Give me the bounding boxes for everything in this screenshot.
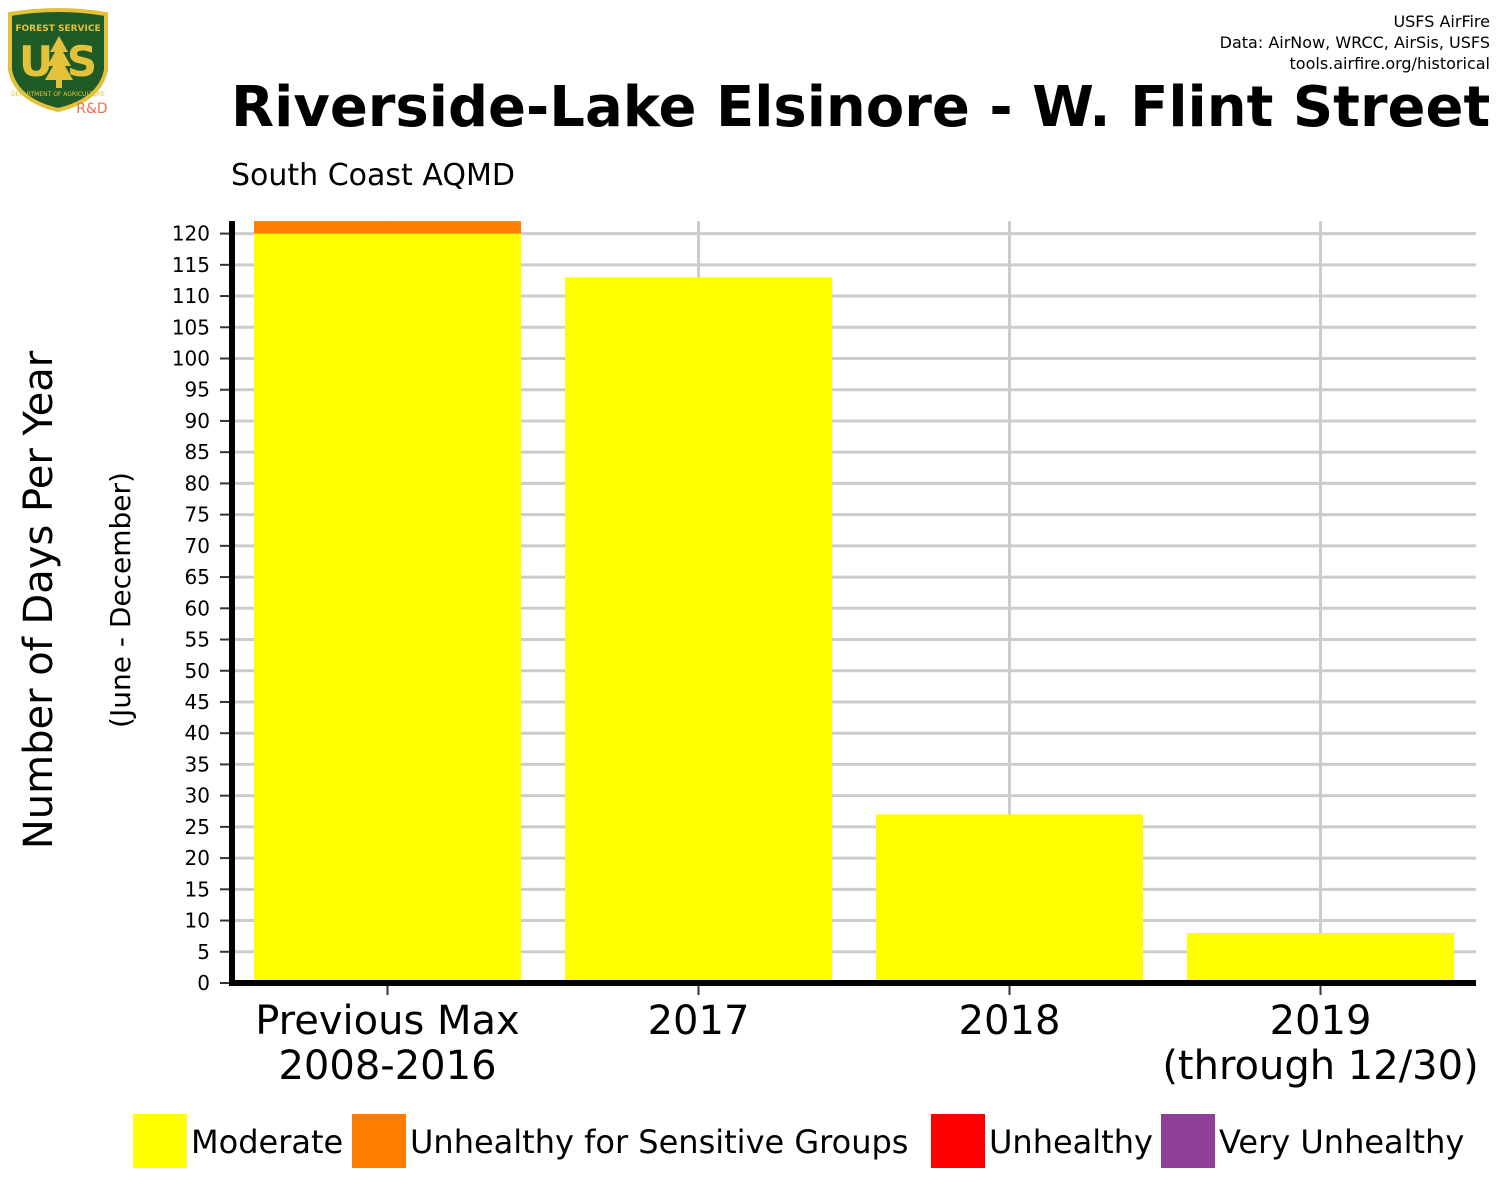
y-tick-label: 85 xyxy=(185,440,210,464)
legend-label: Very Unhealthy xyxy=(1219,1123,1464,1161)
y-tick-label: 15 xyxy=(185,877,210,901)
y-tick-label: 80 xyxy=(185,471,210,495)
legend-label: Unhealthy for Sensitive Groups xyxy=(410,1123,908,1161)
x-tick-label: 2019 xyxy=(1270,998,1372,1044)
y-tick-label: 100 xyxy=(172,347,210,371)
logo-letter-s: S xyxy=(67,37,97,86)
credit-line-3: tools.airfire.org/historical xyxy=(1290,54,1490,73)
legend-swatch xyxy=(352,1114,406,1168)
bar-unhealthy-for-sensitive-groups-0 xyxy=(254,221,521,234)
chart-title: Riverside-Lake Elsinore - W. Flint Stree… xyxy=(231,75,1490,140)
x-tick-label: Previous Max xyxy=(255,998,519,1044)
x-tick-label: 2018 xyxy=(959,998,1061,1044)
y-tick-label: 70 xyxy=(185,534,210,558)
logo-bottom-text: DEPARTMENT OF AGRICULTURE xyxy=(11,91,105,98)
y-tick-label: 35 xyxy=(185,752,210,776)
axes: 0 5 10 15 20 25 30 35 40 45 50 55 60 65 70 75 80 85 90 95 10… xyxy=(172,221,1476,995)
y-tick-label: 90 xyxy=(185,409,210,433)
y-tick-label: 115 xyxy=(172,253,210,277)
usfs-logo: FOREST SERVICE U S DEPARTMENT OF AGRICUL… xyxy=(8,8,108,117)
y-tick-label: 0 xyxy=(197,971,210,995)
logo-rd-label: R&D xyxy=(76,101,107,117)
y-tick-label: 75 xyxy=(185,503,210,527)
y-tick-label: 55 xyxy=(185,628,210,652)
bar-moderate-2 xyxy=(876,814,1143,983)
legend-swatch xyxy=(1161,1114,1215,1168)
x-tick-label-line2: (through 12/30) xyxy=(1162,1043,1478,1089)
legend-swatch xyxy=(133,1114,187,1168)
y-tick-label: 50 xyxy=(185,659,210,683)
y-tick-label: 5 xyxy=(197,940,210,964)
bars xyxy=(254,221,1454,984)
legend-label: Moderate xyxy=(191,1123,343,1161)
y-tick-label: 45 xyxy=(185,690,210,714)
y-tick-label: 60 xyxy=(185,596,210,620)
legend-label: Unhealthy xyxy=(989,1123,1153,1161)
chart-subtitle: South Coast AQMD xyxy=(231,158,515,193)
logo-top-text: FOREST SERVICE xyxy=(15,24,100,34)
y-tick-label: 120 xyxy=(172,222,210,246)
y-tick-label: 95 xyxy=(185,378,210,402)
bar-moderate-3 xyxy=(1187,933,1454,983)
y-tick-label: 105 xyxy=(172,315,210,339)
legend-swatch xyxy=(931,1114,985,1168)
tree-icon xyxy=(45,36,73,88)
y-tick-label: 25 xyxy=(185,815,210,839)
x-tick-label-line2: 2008-2016 xyxy=(278,1043,496,1089)
y-tick-label: 20 xyxy=(185,846,210,870)
legend: Moderate Unhealthy for Sensitive Groups Un… xyxy=(133,1114,1464,1168)
bar-moderate-0 xyxy=(254,233,521,984)
y-tick-label: 65 xyxy=(185,565,210,589)
y-axis-sublabel: (June - December) xyxy=(104,472,137,728)
y-tick-label: 110 xyxy=(172,284,210,308)
y-tick-label: 10 xyxy=(185,909,210,933)
y-tick-label: 40 xyxy=(185,721,210,745)
credit-line-2: Data: AirNow, WRCC, AirSis, USFS xyxy=(1220,33,1490,52)
x-tick-label: 2017 xyxy=(648,998,750,1044)
y-axis-label: Number of Days Per Year xyxy=(16,350,62,849)
y-tick-label: 30 xyxy=(185,784,210,808)
credit-line-1: USFS AirFire xyxy=(1393,12,1490,31)
bar-moderate-1 xyxy=(565,277,832,983)
